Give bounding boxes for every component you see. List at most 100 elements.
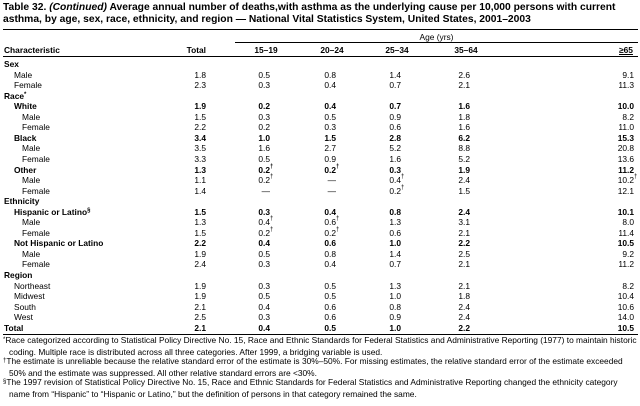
value-cell: 11.3 [594,80,634,90]
row-label-text: Midwest [14,291,45,302]
continued: (Continued) [49,2,107,13]
value-cell: 0.3 [296,122,336,132]
value-text: 0.7 [389,259,401,270]
value-text: 0.3 [324,122,336,133]
value-mark: † [270,216,274,223]
value-cell: 1.3 [361,281,401,291]
value-cell: 0.5 [296,323,336,333]
row-label: Region [4,270,32,280]
value-text: — [261,185,270,196]
value-cell: 1.5 [296,133,336,143]
value-cell: — [230,186,270,196]
value-mark: † [401,174,405,181]
value-mark: † [270,174,274,181]
value-cell: 15.3 [594,133,634,143]
value-text: 1.1 [194,175,206,186]
value-text: 8.0 [622,217,634,228]
value-cell: 0.2 † [230,164,273,175]
value-cell: 0.4 † [230,216,274,227]
value-text: 2.1 [458,280,470,291]
value-cell: 3.5 [166,143,206,153]
row-label-text: Female [14,80,42,91]
value-text: 0.6 [389,122,401,133]
value-cell: 0.4 [296,101,336,111]
value-text: 1.5 [194,111,206,122]
value-text: 8.2 [622,111,634,122]
row-label-text: Race [4,90,25,101]
value-text: 5.2 [458,153,470,164]
row-label: Ethnicity [4,196,39,206]
column-header: Total [186,45,206,55]
value-text: 0.4 [258,301,270,312]
value-cell: 2.4 [430,207,470,217]
value-cell: 1.4 [361,70,401,80]
value-cell: 0.6 [361,228,401,238]
row-label: Black [14,133,36,143]
value-text: 0.4 [324,101,336,112]
value-cell: 0.4 † [361,174,405,185]
value-cell: 8.2 [594,281,634,291]
value-text: 0.8 [389,301,401,312]
value-cell: 0.9 [296,154,336,164]
value-text: 0.3 [258,80,270,91]
value-text: 0.8 [324,248,336,259]
value-text: 0.5 [324,111,336,122]
column-header: 35–64 [454,45,478,55]
value-text: 2.2 [458,238,470,249]
row-label-mark: * [24,91,27,98]
row-label: Male [22,217,40,227]
value-text: 20.8 [617,143,634,154]
value-cell: 0.3 [361,165,401,175]
value-cell: 1.9 [166,249,206,259]
value-text: 11.3 [618,80,634,91]
value-cell: 0.8 [296,249,336,259]
value-text: 0.4 [258,322,270,333]
value-text: 2.5 [458,248,470,259]
value-cell: 1.6 [230,143,270,153]
value-text: — [327,175,336,186]
value-cell: 2.2 [166,122,206,132]
value-cell: 2.1 [430,228,470,238]
value-cell: 0.4 [296,207,336,217]
value-cell: 2.5 [166,312,206,322]
value-text: 14.0 [617,312,634,323]
value-text: 1.0 [389,322,401,333]
value-text: 0.7 [389,80,401,91]
footnote-symbol: † [3,358,7,365]
value-text: 0.8 [389,206,401,217]
value-cell: 0.2 † [296,227,339,238]
value-cell: 2.4 [166,259,206,269]
value-cell: 8.0 [594,217,634,227]
value-text: 1.6 [458,122,470,133]
value-cell: 0.9 [361,112,401,122]
value-text: 1.9 [194,291,206,302]
column-header: 25–34 [385,45,409,55]
value-text: 1.8 [458,291,470,302]
value-cell: 2.1 [430,80,470,90]
value-text: 2.4 [458,206,470,217]
value-mark: † [336,163,340,170]
value-text: 11.0 [618,122,634,133]
row-label: Male [14,70,32,80]
row-label-text: Female [22,153,50,164]
row-label: Midwest [14,291,45,301]
value-text: 2.2 [194,122,206,133]
row-label: Female [22,154,50,164]
value-text: 0.5 [258,248,270,259]
value-text: 10.1 [617,206,634,217]
value-cell: 3.3 [166,154,206,164]
value-mark: † [401,184,405,191]
value-text: 0.6 [324,301,336,312]
value-text: 0.2 [258,175,270,186]
value-cell: 0.6 [296,302,336,312]
value-text: 0.6 [324,238,336,249]
value-cell: 0.5 [296,291,336,301]
value-cell: 0.3 [230,112,270,122]
column-header: Characteristic [4,45,60,55]
value-text: 1.9 [458,164,470,175]
value-cell: 2.3 [166,80,206,90]
row-label-text: Sex [4,59,19,69]
value-text: 3.3 [194,153,206,164]
value-cell: 10.4 [594,291,634,301]
value-cell: 0.7 [361,259,401,269]
